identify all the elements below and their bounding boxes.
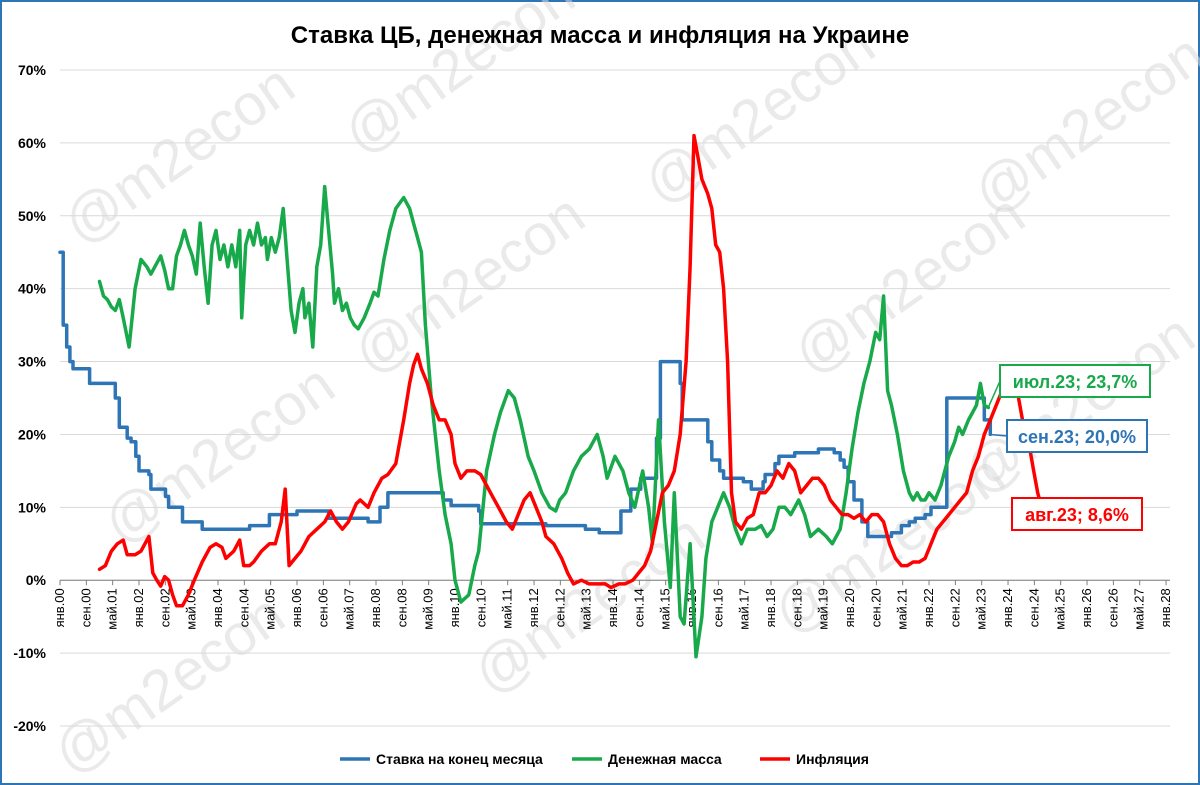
x-tick-label: сен.18: [789, 588, 804, 627]
x-tick-label: янв.06: [289, 588, 304, 627]
x-tick-label: май.15: [658, 588, 673, 630]
callout-box: [1011, 497, 1143, 531]
x-tick-label: май.03: [184, 588, 199, 630]
callout-label: авг.23; 8,6%: [1025, 505, 1129, 525]
x-tick-label: сен.22: [947, 588, 962, 627]
x-tick-label: сен.12: [552, 588, 567, 627]
callout-label: июл.23; 23,7%: [1013, 372, 1137, 392]
x-tick-label: май.13: [579, 588, 594, 630]
x-tick-label: сен.00: [78, 588, 93, 627]
y-tick-label: 50%: [18, 208, 47, 224]
x-tick-label: сен.20: [868, 588, 883, 627]
y-tick-label: 20%: [18, 426, 47, 442]
callout-layer: июл.23; 23,7% сен.23; 20,0% авг.23; 8,6%: [987, 364, 1151, 531]
y-tick-label: 10%: [18, 499, 47, 515]
series-line: [97, 133, 1048, 608]
x-tick-label: янв.26: [1079, 588, 1094, 627]
x-tick-label: янв.18: [763, 588, 778, 627]
x-tick-label: май.17: [737, 588, 752, 630]
legend-label: Денежная масса: [608, 751, 722, 767]
x-tick-label: янв.08: [368, 588, 383, 627]
x-tick-label: сен.16: [710, 588, 725, 627]
chart-title: Ставка ЦБ, денежная масса и инфляция на …: [291, 22, 909, 49]
x-tick-label: янв.20: [842, 588, 857, 627]
x-tick-label: янв.28: [1158, 588, 1173, 627]
x-tick-label: сен.08: [394, 588, 409, 627]
x-tick-label: сен.10: [473, 588, 488, 627]
x-tick-label: май.25: [1053, 588, 1068, 630]
x-tick-label: янв.02: [131, 588, 146, 627]
x-tick-label: май.19: [816, 588, 831, 630]
x-tick-label: сен.26: [1105, 588, 1120, 627]
y-tick-label: 40%: [18, 281, 47, 297]
x-tick-label: сен.04: [236, 588, 251, 627]
x-tick-label: май.05: [263, 588, 278, 630]
legend-label: Ставка на конец месяца: [376, 751, 543, 767]
x-tick-label: май.27: [1132, 588, 1147, 630]
y-tick-label: 60%: [18, 135, 47, 151]
x-tick-label: янв.00: [52, 588, 67, 627]
callout-leader: [990, 433, 1008, 437]
x-tick-label: сен.24: [1026, 588, 1041, 627]
watermark-text: @m2econ: [952, 301, 1200, 506]
legend: Ставка на конец месяца Денежная масса Инфл…: [340, 751, 869, 767]
callout-label: сен.23; 20,0%: [1018, 427, 1136, 447]
x-tick-label: май.01: [105, 588, 120, 630]
x-tick-label: янв.22: [921, 588, 936, 627]
x-tick-label: янв.04: [210, 588, 225, 627]
x-axis: янв.00 сен.00 май.01 янв.02 сен.02 май.03 янв.…: [52, 579, 1173, 630]
x-tick-label: янв.14: [605, 588, 620, 627]
x-tick-label: янв.24: [1000, 588, 1015, 627]
watermark-text: @m2econ: [962, 21, 1200, 226]
x-tick-label: сен.02: [157, 588, 172, 627]
y-tick-label: 30%: [18, 354, 47, 370]
y-tick-label: 70%: [18, 62, 47, 78]
callout-box: [1006, 419, 1148, 453]
y-tick-label: 0%: [26, 572, 47, 588]
y-tick-label: -20%: [13, 718, 46, 734]
x-tick-label: сен.14: [631, 588, 646, 627]
watermark-text: @m2econ: [92, 351, 347, 556]
series-line: [58, 250, 993, 539]
series-layer: [58, 133, 1048, 659]
x-tick-label: май.21: [895, 588, 910, 630]
callout-box: [999, 364, 1151, 398]
x-tick-label: май.09: [421, 588, 436, 630]
x-tick-label: май.07: [342, 588, 357, 630]
callout-leader: [987, 380, 1001, 408]
legend-label: Инфляция: [796, 751, 869, 767]
y-tick-label: -10%: [13, 645, 46, 661]
x-tick-label: май.11: [500, 588, 515, 629]
series-line: [97, 184, 991, 659]
watermark-text: @m2econ: [52, 51, 307, 256]
x-tick-label: сен.06: [315, 588, 330, 627]
x-tick-label: янв.12: [526, 588, 541, 627]
x-tick-label: май.23: [974, 588, 989, 630]
y-axis: 70% 60% 50% 40% 30% 20% 10% 0% -10% -20%: [13, 62, 46, 734]
